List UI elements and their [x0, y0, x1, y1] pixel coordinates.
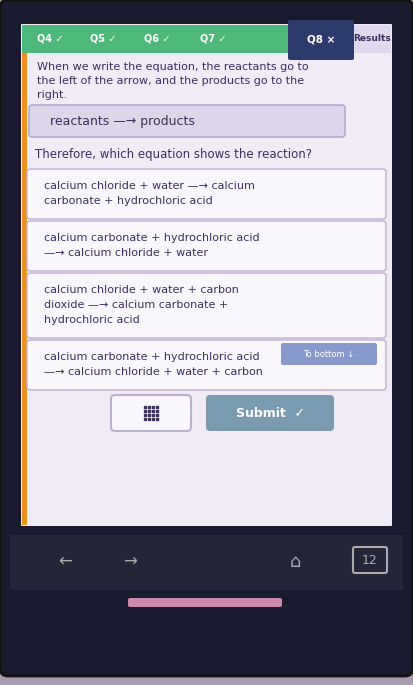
- Text: carbonate + hydrochloric acid: carbonate + hydrochloric acid: [44, 196, 213, 206]
- FancyBboxPatch shape: [21, 24, 392, 526]
- FancyBboxPatch shape: [111, 395, 191, 431]
- Bar: [22, 25, 391, 53]
- Text: Q7 ✓: Q7 ✓: [200, 33, 226, 43]
- Text: calcium carbonate + hydrochloric acid: calcium carbonate + hydrochloric acid: [44, 233, 260, 243]
- FancyBboxPatch shape: [27, 340, 386, 390]
- FancyBboxPatch shape: [27, 273, 386, 338]
- Bar: [354, 25, 391, 53]
- Text: Results: Results: [353, 34, 391, 42]
- Text: ←: ←: [58, 553, 72, 571]
- Bar: [22, 53, 27, 525]
- Text: calcium carbonate + hydrochloric acid: calcium carbonate + hydrochloric acid: [44, 352, 260, 362]
- FancyBboxPatch shape: [206, 395, 334, 431]
- Text: Submit  ✓: Submit ✓: [235, 406, 304, 419]
- Text: —→ calcium chloride + water + carbon: —→ calcium chloride + water + carbon: [44, 367, 263, 377]
- Text: Q8 ×: Q8 ×: [307, 34, 335, 44]
- FancyBboxPatch shape: [281, 343, 377, 365]
- Text: dioxide —→ calcium carbonate +: dioxide —→ calcium carbonate +: [44, 300, 228, 310]
- Text: When we write the equation, the reactants go to: When we write the equation, the reactant…: [37, 62, 309, 72]
- Text: ⌂: ⌂: [290, 553, 301, 571]
- Text: 12: 12: [362, 553, 378, 566]
- FancyBboxPatch shape: [353, 547, 387, 573]
- Text: calcium chloride + water —→ calcium: calcium chloride + water —→ calcium: [44, 181, 255, 191]
- Text: Q5 ✓: Q5 ✓: [90, 33, 116, 43]
- Text: Therefore, which equation shows the reaction?: Therefore, which equation shows the reac…: [35, 148, 312, 161]
- Text: right.: right.: [37, 90, 67, 100]
- FancyBboxPatch shape: [288, 20, 354, 60]
- FancyBboxPatch shape: [128, 598, 282, 607]
- Text: —→ calcium chloride + water: —→ calcium chloride + water: [44, 248, 208, 258]
- Text: →: →: [123, 553, 137, 571]
- Text: the left of the arrow, and the products go to the: the left of the arrow, and the products …: [37, 76, 304, 86]
- Text: Q6 ✓: Q6 ✓: [144, 33, 170, 43]
- FancyBboxPatch shape: [27, 169, 386, 219]
- Text: Q4 ✓: Q4 ✓: [37, 33, 63, 43]
- Bar: [10, 535, 403, 590]
- FancyBboxPatch shape: [29, 105, 345, 137]
- Text: hydrochloric acid: hydrochloric acid: [44, 315, 140, 325]
- FancyBboxPatch shape: [27, 221, 386, 271]
- Text: To bottom ↓: To bottom ↓: [304, 349, 355, 358]
- Text: calcium chloride + water + carbon: calcium chloride + water + carbon: [44, 285, 239, 295]
- Text: reactants —→ products: reactants —→ products: [50, 114, 195, 127]
